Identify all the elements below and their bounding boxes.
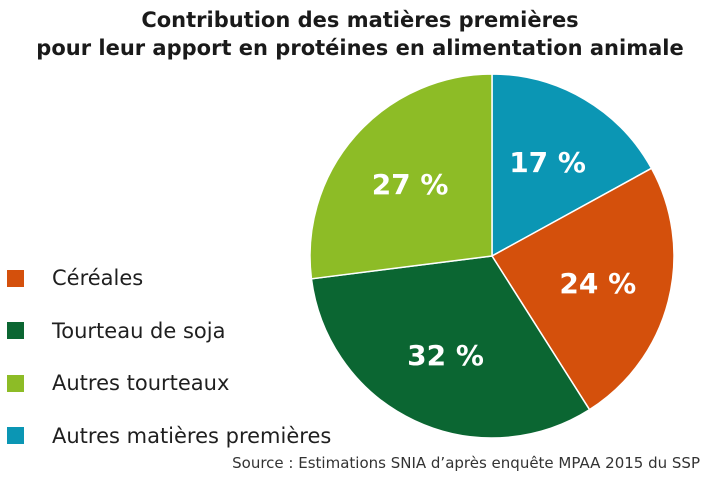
legend-item-tourteau-soja: Tourteau de soja [7, 305, 331, 358]
legend-swatch [7, 427, 24, 445]
legend-label: Autres matières premières [52, 423, 332, 448]
chart-title: Contribution des matières premières pour… [0, 6, 720, 62]
legend-item-cereales: Céréales [7, 252, 331, 305]
title-line-1: Contribution des matières premières [141, 8, 579, 32]
pie-slice-0 [491, 73, 653, 258]
source-note: Source : Estimations SNIA d’après enquêt… [232, 454, 700, 472]
legend-item-autres-tourteaux: Autres tourteaux [7, 357, 331, 410]
slice-label: 32 % [407, 339, 484, 372]
legend-label: Céréales [52, 266, 144, 291]
slice-label: 27 % [372, 168, 449, 201]
title-line-2: pour leur apport en protéines en aliment… [36, 36, 684, 60]
legend-label: Autres tourteaux [52, 371, 230, 396]
legend-label: Tourteau de soja [52, 318, 226, 343]
legend: Céréales Tourteau de soja Autres tourtea… [7, 252, 331, 462]
legend-swatch [7, 322, 24, 340]
pie-slice-1 [490, 167, 675, 411]
legend-swatch [7, 269, 24, 287]
pie-slice-2 [310, 255, 591, 439]
pie-slice-3 [309, 73, 493, 280]
legend-item-autres-matieres: Autres matières premières [7, 410, 331, 463]
slice-label: 24 % [559, 267, 636, 300]
legend-swatch [7, 374, 24, 392]
slice-label: 17 % [509, 146, 586, 179]
